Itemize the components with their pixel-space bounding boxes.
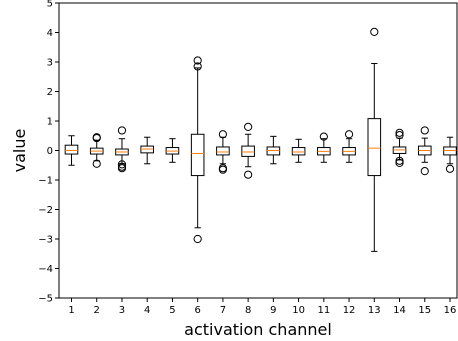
x-tick-label: 1: [68, 305, 74, 316]
x-tick-label: 15: [418, 305, 431, 316]
box-channel-9: [266, 135, 281, 165]
box-channel-12: [342, 130, 356, 163]
x-tick-label: 5: [169, 305, 175, 316]
x-tick-label: 3: [119, 305, 125, 316]
y-axis-label: value: [10, 129, 29, 173]
box-iqr: [190, 133, 205, 177]
box-channel-3: [115, 126, 129, 173]
y-tick-label: 3: [47, 58, 53, 69]
x-tick-label: 6: [194, 305, 200, 316]
y-axis: −5 −4 −3 −2 −1 0 1 2 3 4 5: [38, 0, 59, 305]
box-channel-2: [89, 133, 104, 168]
box-channel-14: [392, 128, 407, 167]
x-tick-label: 8: [245, 305, 251, 316]
y-tick-label: −5: [38, 294, 53, 305]
x-tick-label: 12: [343, 305, 356, 316]
outlier-point: [92, 133, 101, 142]
x-tick-label: 4: [144, 305, 150, 316]
box-channel-15: [417, 126, 432, 176]
y-tick-label: 2: [47, 87, 53, 98]
box-iqr: [367, 118, 382, 177]
plot-frame: [58, 2, 458, 299]
outlier-point: [319, 132, 328, 141]
outlier-point: [344, 130, 354, 139]
outlier-point: [117, 126, 127, 135]
outlier-point: [445, 164, 455, 173]
outlier-point: [395, 158, 404, 167]
outlier-point: [420, 167, 429, 176]
outlier-point: [193, 56, 202, 65]
box-channel-13: [367, 27, 382, 252]
outlier-point: [193, 62, 202, 71]
box-channel-5: [165, 138, 180, 163]
box-channel-10: [291, 138, 306, 163]
x-tick-label: 11: [317, 305, 330, 316]
outlier-point: [370, 27, 379, 37]
outlier-point: [395, 128, 404, 137]
outlier-point: [218, 130, 227, 139]
outlier-point: [193, 234, 202, 244]
x-axis: 1 2 3 4 5 6 7 8 9 10 11 12 13 14 15 16: [68, 298, 456, 316]
outlier-point: [395, 131, 404, 140]
x-tick-label: 7: [220, 305, 226, 316]
outlier-point: [218, 165, 227, 174]
y-tick-label: 5: [47, 0, 53, 10]
y-tick-label: 4: [47, 28, 53, 39]
outlier-point: [92, 159, 101, 168]
outlier-point: [420, 126, 429, 135]
y-tick-label: −3: [38, 235, 53, 246]
x-tick-label: 10: [292, 305, 305, 316]
box-channel-8: [241, 122, 255, 179]
y-tick-label: 1: [47, 117, 53, 128]
box-channel-1: [64, 135, 79, 166]
outlier-point: [244, 170, 253, 179]
outlier-point: [244, 122, 253, 132]
box-channel-16: [443, 136, 457, 173]
box-channel-7: [216, 130, 230, 174]
x-tick-label: 13: [368, 305, 381, 316]
x-tick-label: 9: [270, 305, 276, 316]
y-tick-label: −1: [38, 176, 53, 187]
x-tick-label: 16: [444, 305, 457, 316]
box-channel-11: [317, 132, 331, 163]
box-iqr: [216, 146, 230, 156]
outlier-point: [117, 160, 127, 169]
y-tick-label: 0: [47, 146, 53, 157]
x-tick-label: 14: [393, 305, 406, 316]
plot-area: [64, 27, 457, 252]
box-iqr: [241, 145, 255, 157]
box-channel-6: [190, 56, 205, 244]
y-tick-label: −4: [38, 264, 53, 275]
box-iqr: [64, 144, 79, 155]
x-tick-label: 2: [94, 305, 100, 316]
outlier-point: [395, 156, 404, 165]
box-iqr: [291, 147, 306, 156]
y-tick-label: −2: [38, 205, 53, 216]
outlier-point: [117, 164, 127, 173]
x-axis-label: activation channel: [184, 320, 332, 339]
box-channel-4: [140, 136, 154, 165]
